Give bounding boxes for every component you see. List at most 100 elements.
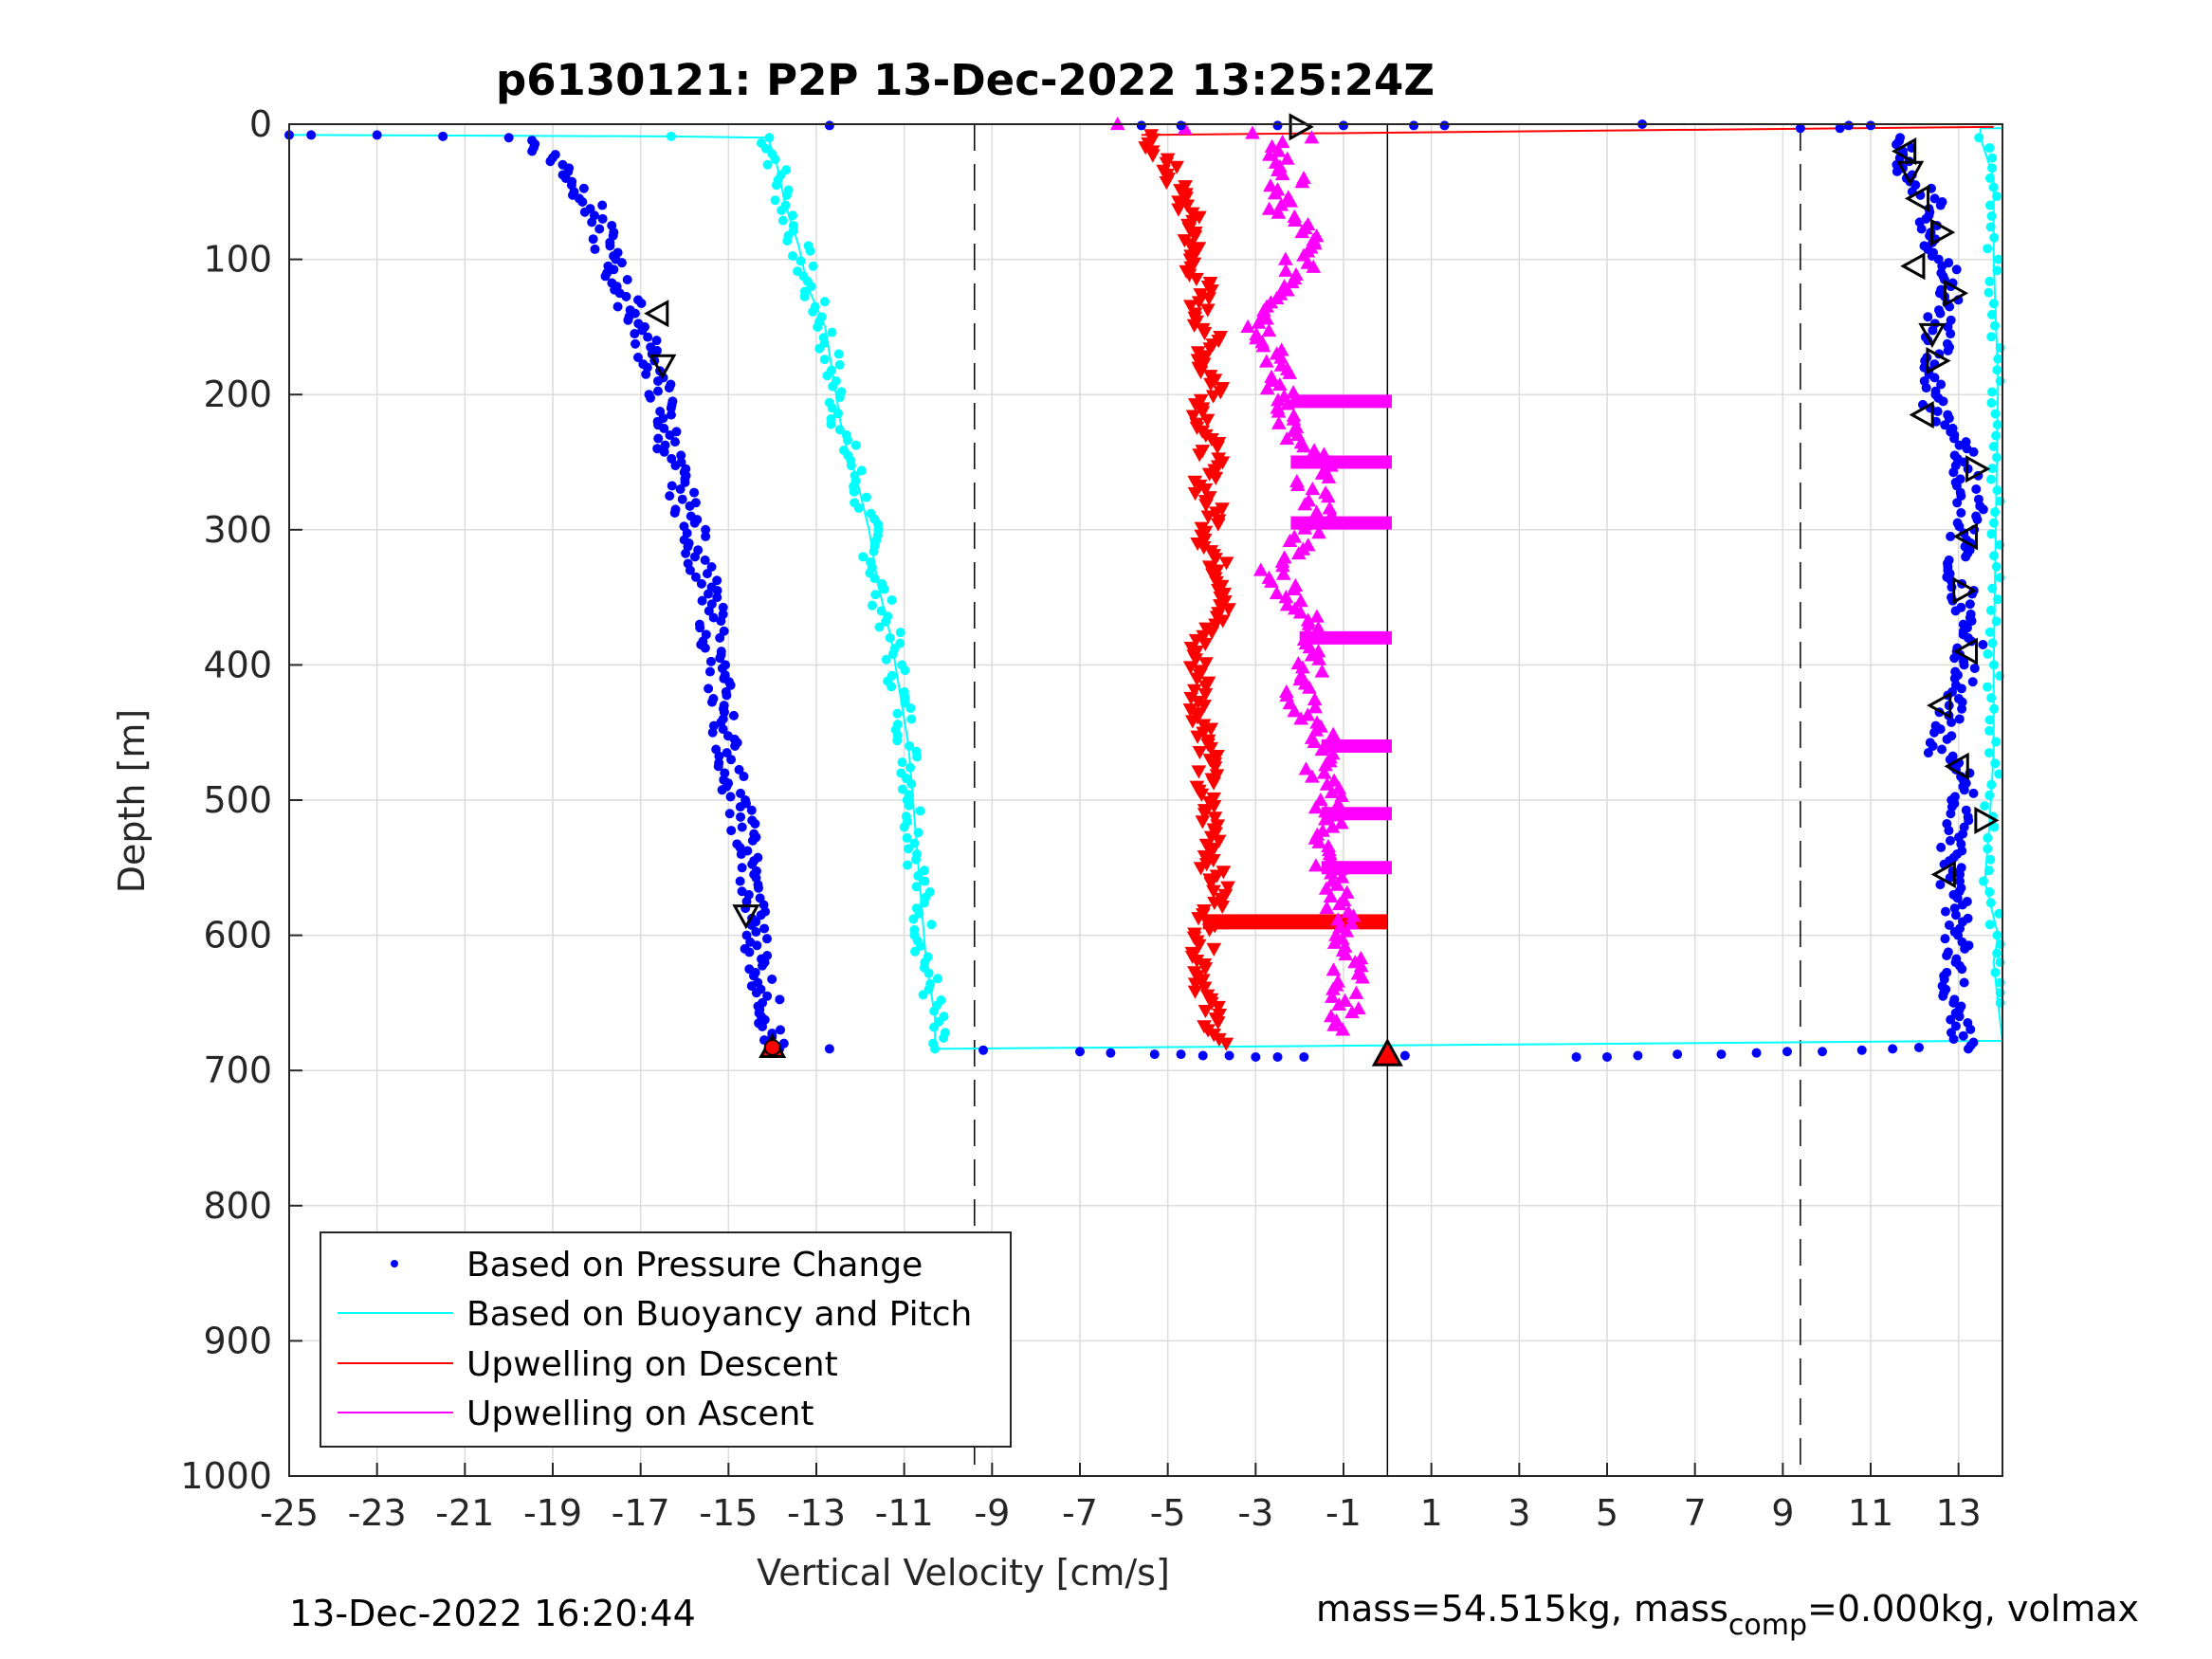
pressure-point (1409, 120, 1419, 131)
descent-marker (1197, 687, 1214, 702)
ascent-marker (1307, 443, 1322, 457)
x-tick-label: 7 (1684, 1492, 1707, 1534)
buoyancy-point (1988, 299, 1999, 309)
ascent-marker (1279, 151, 1295, 165)
buoyancy-point (897, 784, 907, 794)
pressure-point (1895, 133, 1906, 143)
ascent-marker (1279, 597, 1295, 611)
pressure-point (1919, 375, 1929, 386)
buoyancy-point (1986, 779, 1997, 790)
buoyancy-point (1990, 967, 2001, 977)
buoyancy-point (933, 974, 943, 984)
pressure-point (623, 315, 633, 325)
pressure-point (736, 811, 746, 822)
buoyancy-point (1993, 594, 2003, 605)
ascent-marker (1304, 647, 1320, 662)
pressure-point (717, 785, 727, 795)
pressure-point (702, 569, 712, 579)
buoyancy-point (1994, 908, 2004, 919)
buoyancy-point (1991, 561, 2002, 572)
ascent-marker (1326, 935, 1343, 949)
pressure-point (669, 507, 680, 518)
pressure-point (1866, 120, 1875, 131)
buoyancy-point (1995, 988, 2005, 998)
buoyancy-point (1984, 173, 1995, 184)
ascent-marker (1296, 439, 1311, 453)
pressure-point (667, 481, 677, 491)
ascent-marker (1307, 734, 1323, 748)
buoyancy-point (1987, 583, 1998, 593)
pressure-point (758, 1021, 768, 1031)
ascent-marker (1313, 792, 1328, 807)
black-triangle-marker (1930, 860, 1956, 888)
pressure-point (1957, 937, 1967, 947)
pressure-point (761, 934, 772, 944)
pressure-point (708, 612, 719, 623)
x-tick-label: 9 (1771, 1492, 1794, 1534)
buoyancy-point (913, 870, 923, 881)
buoyancy-point (1984, 142, 1995, 153)
pressure-point (1106, 1048, 1116, 1058)
ascent-marker (1259, 311, 1274, 325)
descent-marker (1203, 877, 1219, 891)
buoyancy-point (1983, 748, 1994, 758)
buoyancy-point (902, 832, 912, 843)
pressure-point (1716, 1049, 1727, 1060)
black-triangle-marker (1900, 252, 1926, 281)
pressure-point (722, 690, 732, 701)
buoyancy-point (1984, 715, 1995, 725)
pressure-point (1272, 1051, 1283, 1062)
ascent-marker (1269, 585, 1285, 600)
buoyancy-point (868, 600, 878, 611)
descent-marker (1191, 912, 1206, 926)
y-tick-label: 300 (203, 509, 272, 551)
ascent-marker (1325, 962, 1342, 976)
buoyancy-point (834, 359, 845, 370)
buoyancy-point (885, 632, 895, 643)
descent-marker (1203, 741, 1219, 757)
black-triangle-marker (1904, 184, 1930, 212)
buoyancy-point (1986, 332, 1997, 342)
ascent-marker (1321, 489, 1336, 503)
buoyancy-point (923, 968, 934, 978)
pressure-point (1149, 1049, 1160, 1060)
x-tick-label: -3 (1237, 1492, 1273, 1534)
pressure-point (752, 940, 762, 951)
pressure-point (1952, 518, 1963, 528)
buoyancy-point (1988, 660, 1999, 670)
ascent-marker (1311, 651, 1327, 665)
buoyancy-point (1983, 648, 1993, 659)
pressure-point (1949, 450, 1960, 461)
buoyancy-point (1995, 375, 2005, 386)
buoyancy-point (919, 866, 929, 876)
ascent-marker (1279, 283, 1295, 297)
ascent-marker (1263, 178, 1278, 192)
ascent-marker (1344, 916, 1360, 930)
pressure-point (736, 788, 746, 798)
pressure-point (1949, 994, 1960, 1005)
descent-marker (1211, 1000, 1226, 1015)
descent-marker (1184, 715, 1200, 729)
pressure-point (1956, 507, 1966, 518)
buoyancy-point (1987, 387, 1998, 397)
legend-label-descent: Upwelling on Descent (466, 1345, 838, 1384)
pressure-point (767, 974, 777, 984)
buoyancy-point (899, 822, 909, 832)
pressure-point (690, 572, 701, 582)
ascent-marker (1325, 989, 1340, 1003)
ascent-marker (1287, 581, 1302, 596)
descent-marker (1189, 672, 1205, 686)
buoyancy-point (805, 246, 815, 256)
pressure-point (1949, 903, 1960, 914)
buoyancy-point (892, 708, 903, 719)
buoyancy-point (1983, 844, 1993, 854)
pressure-point (1947, 423, 1958, 433)
pressure-point (1782, 1047, 1792, 1057)
buoyancy-point (858, 552, 868, 562)
legend-label-pressure: Based on Pressure Change (466, 1246, 923, 1285)
buoyancy-point (1983, 244, 1993, 254)
pressure-point (776, 1025, 786, 1035)
pressure-point (1956, 1001, 1966, 1012)
pressure-point (666, 410, 676, 420)
descent-marker (1201, 923, 1217, 938)
